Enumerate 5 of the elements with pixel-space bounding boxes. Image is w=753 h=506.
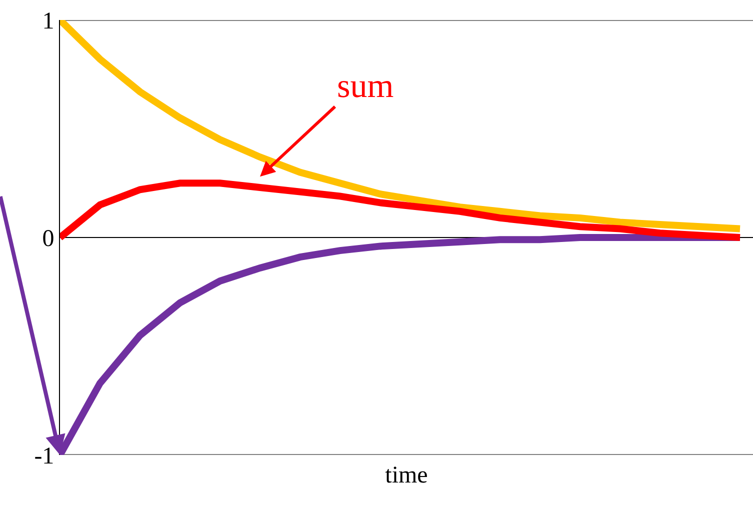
y-tick-label: 1: [42, 8, 54, 34]
x-axis-title: time: [385, 462, 428, 488]
text: sum: [337, 68, 394, 105]
y-tick-label: -1: [34, 443, 54, 470]
y-tick-label: 0: [42, 226, 54, 252]
